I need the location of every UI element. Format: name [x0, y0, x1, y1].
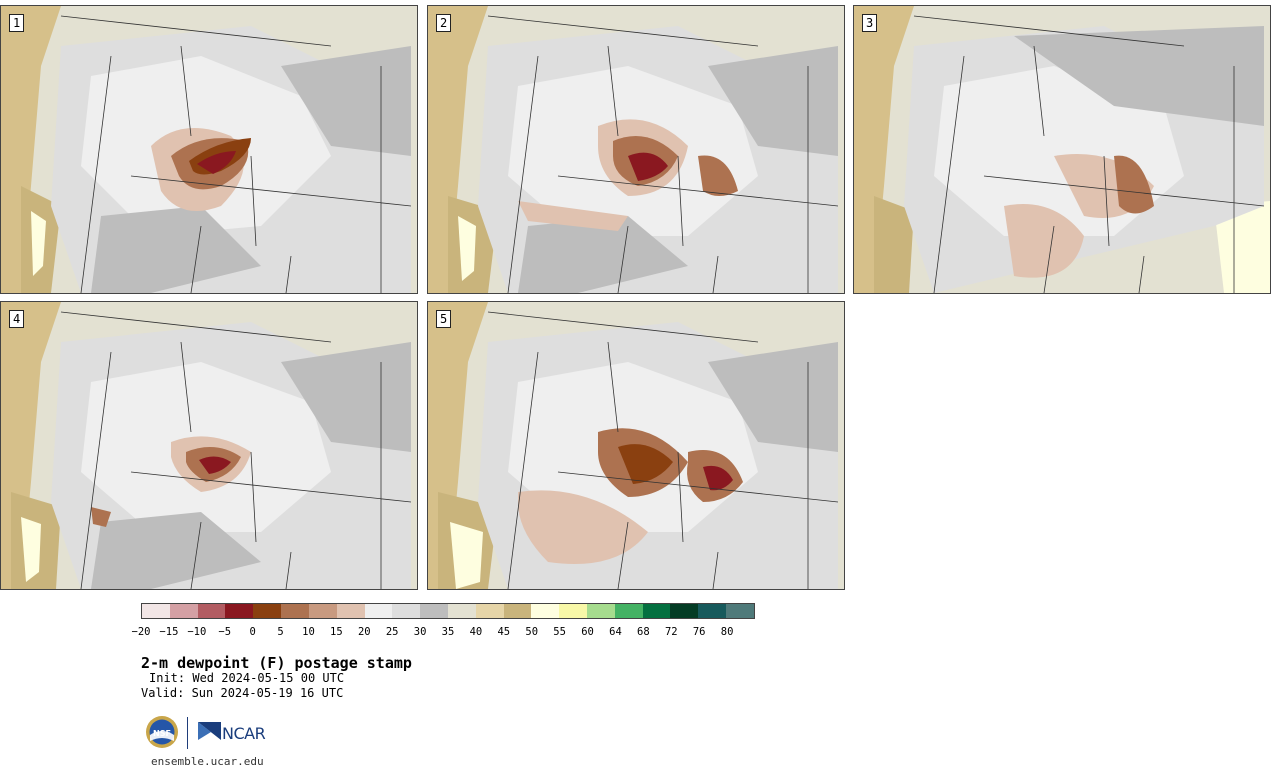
panel-label: 5 — [436, 310, 452, 328]
colorbar-swatch — [281, 604, 309, 618]
init-time: Init: Wed 2024-05-15 00 UTC — [149, 671, 345, 685]
logo-divider — [187, 717, 188, 749]
product-title: 2-m dewpoint (F) postage stamp — [141, 654, 412, 672]
colorbar-swatch — [197, 604, 226, 618]
panel-label: 1 — [9, 14, 25, 32]
colorbar-tick-label: 64 — [609, 626, 622, 638]
colorbar-swatch — [169, 604, 198, 618]
colorbar-swatch — [642, 604, 671, 618]
nsf-logo-icon: NSF — [146, 716, 178, 748]
colorbar-swatch — [225, 604, 254, 618]
map-panel-3: 3 — [853, 5, 1271, 294]
colorbar-tick-label: 45 — [497, 626, 511, 638]
colorbar-tick-label: 76 — [692, 626, 706, 638]
colorbar-swatch — [559, 604, 587, 618]
colorbar-tick-label: 30 — [413, 626, 427, 638]
colorbar-tick-label: 50 — [525, 626, 539, 638]
colorbar-tick-label: −5 — [218, 626, 232, 638]
map-panel-1: 1 — [0, 5, 418, 294]
panel-label: 4 — [9, 310, 25, 328]
colorbar-tick-label: 55 — [553, 626, 566, 638]
colorbar-tick-label: −20 — [131, 626, 151, 638]
colorbar-tick-label: 15 — [330, 626, 343, 638]
colorbar-swatch — [364, 604, 393, 618]
colorbar-tick-labels: −20 −15 −10 −5 0 5 10 15 20 25 30 35 40 45 50 55 60 64 68 7… — [131, 626, 771, 640]
colorbar-swatch — [698, 604, 727, 618]
colorbar-swatch — [447, 604, 476, 618]
colorbar-tick-label: 5 — [277, 626, 284, 638]
colorbar-swatch — [614, 604, 643, 618]
valid-time: Valid: Sun 2024-05-19 16 UTC — [141, 686, 344, 700]
colorbar-tick-label: 25 — [385, 626, 399, 638]
dewpoint-map — [1, 6, 417, 293]
colorbar-swatch — [253, 604, 282, 618]
colorbar-tick-label: −10 — [187, 626, 207, 638]
map-panel-2: 2 — [427, 5, 845, 294]
site-url: ensemble.ucar.edu — [151, 755, 264, 768]
colorbar-tick-label: 0 — [249, 626, 256, 638]
colorbar-swatch — [420, 604, 448, 618]
colorbar-swatch — [336, 604, 365, 618]
dewpoint-map — [428, 302, 844, 589]
map-panel-5: 5 — [427, 301, 845, 590]
colorbar-swatch — [587, 604, 615, 618]
dewpoint-map — [1, 302, 417, 589]
panel-label: 2 — [436, 14, 452, 32]
colorbar-tick-label: −15 — [159, 626, 179, 638]
ncar-wordmark: NCAR — [222, 724, 266, 743]
colorbar-swatch — [726, 604, 754, 618]
colorbar-tick-label: 72 — [664, 626, 678, 638]
colorbar-tick-label: 60 — [581, 626, 594, 638]
colorbar-tick-label: 35 — [441, 626, 455, 638]
colorbar-swatch — [142, 604, 170, 618]
colorbar-swatch — [308, 604, 337, 618]
ncar-logo-icon — [198, 722, 221, 740]
colorbar-tick-label: 80 — [720, 626, 734, 638]
colorbar-swatch — [503, 604, 532, 618]
map-panel-4: 4 — [0, 301, 418, 590]
colorbar-swatch — [475, 604, 504, 618]
dewpoint-map — [428, 6, 844, 293]
colorbar — [141, 603, 755, 619]
svg-text:NSF: NSF — [153, 729, 171, 738]
dewpoint-map — [854, 6, 1270, 293]
colorbar-tick-label: 40 — [469, 626, 483, 638]
colorbar-swatch — [392, 604, 421, 618]
colorbar-tick-label: 20 — [357, 626, 371, 638]
colorbar-swatch — [670, 604, 699, 618]
panel-label: 3 — [862, 14, 878, 32]
colorbar-tick-label: 68 — [637, 626, 650, 638]
colorbar-swatch — [531, 604, 560, 618]
colorbar-tick-label: 10 — [302, 626, 315, 638]
